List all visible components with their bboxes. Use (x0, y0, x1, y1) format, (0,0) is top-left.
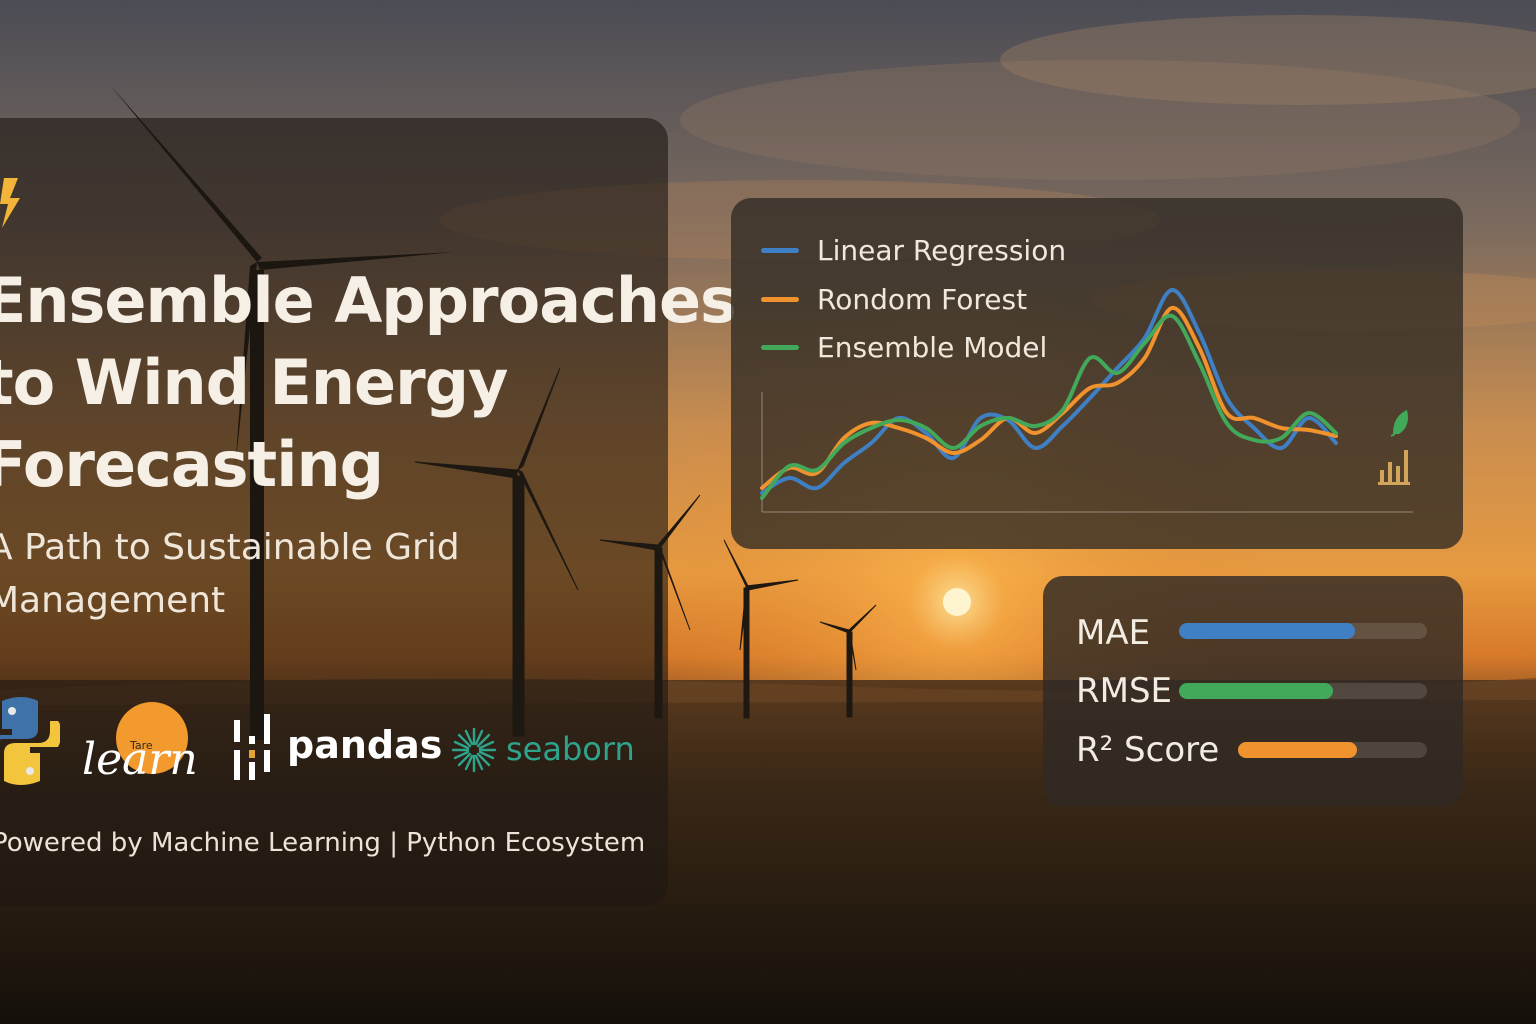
seaborn-logo-text: seaborn (506, 730, 635, 768)
legend-item-linear-regression: Linear Regression (761, 233, 1067, 267)
python-logo-icon (0, 697, 60, 785)
metric-bar-mae (1179, 623, 1427, 639)
metric-fill-rmse (1179, 683, 1333, 699)
leaf-icon (1390, 410, 1408, 437)
legend-item-ensemble-model: Ensemble Model (761, 330, 1048, 364)
model-comparison-chart-panel: Linear Regression Rondom Forest Ensemble… (731, 198, 1463, 549)
series-line-0 (760, 288, 1338, 495)
footer-caption: Powered by Machine Learning | Python Eco… (0, 828, 646, 858)
line-chart (760, 288, 1413, 513)
hero-title-line-2: to Wind Energy (0, 346, 508, 419)
hero-subtitle-line-1: A Path to Sustainable Grid (0, 527, 460, 568)
sklearn-small-text: Tare (130, 739, 153, 752)
metric-bar-r2 (1238, 742, 1427, 758)
metric-fill-mae (1179, 623, 1356, 639)
hero-title-line-3: Forecasting (0, 428, 384, 501)
legend-label: Rondom Forest (817, 282, 1028, 316)
hero-panel (0, 118, 668, 906)
bar-chart-icon (1378, 450, 1410, 485)
legend-swatch (761, 344, 799, 350)
metric-fill-r2 (1238, 742, 1358, 758)
pandas-logo-icon (234, 714, 270, 780)
legend-label: Linear Regression (817, 233, 1067, 267)
legend-swatch (761, 247, 799, 253)
sklearn-logo-icon (116, 702, 188, 774)
legend-swatch (761, 296, 799, 302)
pandas-logo-text: pandas (287, 723, 443, 767)
sklearn-learn-text: learn (82, 734, 198, 785)
lightning-bolt-icon (0, 178, 20, 228)
series-line-1 (760, 306, 1338, 490)
metric-bar-rmse (1179, 683, 1427, 699)
metric-label-mae: MAE (1076, 613, 1151, 653)
metric-label-r2: R² Score (1076, 730, 1220, 770)
metric-label-rmse: RMSE (1076, 671, 1173, 711)
legend-label: Ensemble Model (817, 330, 1048, 364)
hero-subtitle-line-2: Management (0, 580, 226, 621)
series-line-2 (760, 313, 1338, 500)
metrics-panel: MAE RMSE R² Score (1043, 576, 1463, 806)
hero-title-line-1: Ensemble Approaches (0, 264, 737, 337)
legend-item-random-forest: Rondom Forest (761, 282, 1028, 316)
seaborn-logo-icon (451, 727, 497, 773)
